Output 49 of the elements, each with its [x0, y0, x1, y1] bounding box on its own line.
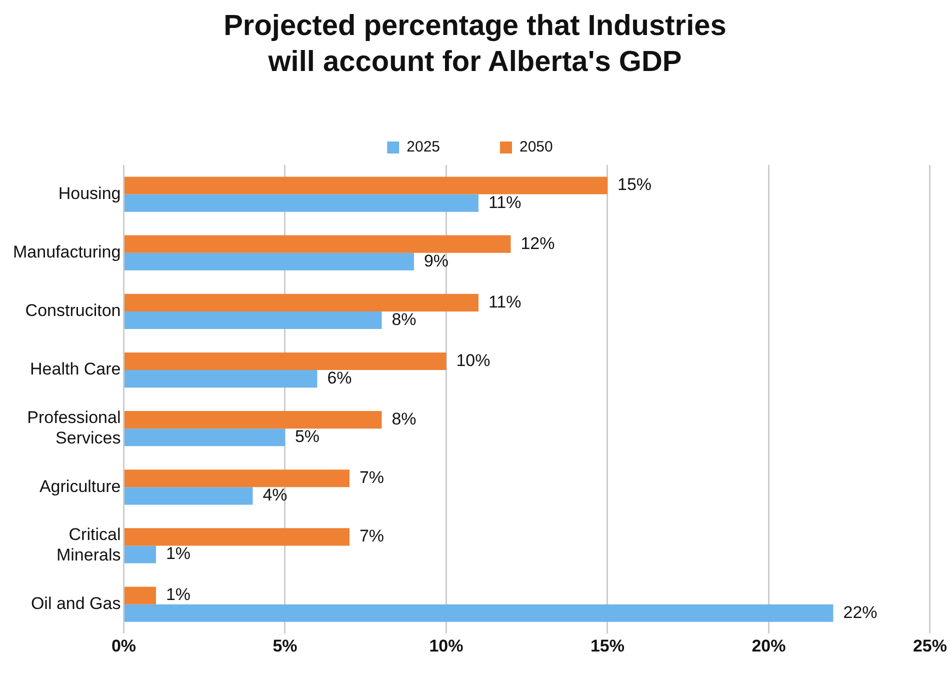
data-label: 1% — [166, 585, 191, 604]
data-label: 7% — [359, 526, 384, 546]
bar — [124, 428, 285, 446]
data-label: 11% — [488, 292, 522, 312]
bar — [124, 235, 511, 253]
x-tick-label: 5% — [272, 636, 298, 656]
y-tick-label: Health Care — [30, 360, 121, 379]
bar — [124, 411, 382, 429]
bar — [124, 604, 834, 622]
data-label: 8% — [392, 310, 416, 329]
chart-title: Projected percentage that Industries will account for Alberta's GDP — [222, 9, 728, 80]
data-label: 6% — [327, 368, 352, 388]
data-label: 9% — [424, 251, 449, 270]
data-label: 8% — [392, 409, 416, 428]
y-tick-label: Housing — [58, 184, 121, 203]
x-tick-label: 15% — [590, 636, 624, 656]
data-label: 10% — [456, 350, 490, 370]
legend-label: 2025 — [406, 138, 440, 156]
x-tick-label: 20% — [752, 636, 786, 656]
y-tick-label: Oil and Gas — [30, 594, 121, 613]
bar — [124, 194, 478, 212]
y-tick-label: Construciton — [25, 301, 121, 320]
bar — [124, 352, 446, 370]
data-label: 5% — [294, 427, 320, 446]
y-tick-label: Professional Services — [27, 408, 121, 448]
data-label: 1% — [166, 544, 191, 564]
data-label: 22% — [843, 602, 878, 622]
bar — [124, 311, 382, 330]
data-label: 7% — [359, 468, 384, 488]
bar — [124, 528, 350, 546]
bar — [124, 546, 156, 564]
bar — [124, 586, 156, 604]
data-label: 15% — [617, 175, 652, 194]
bar — [124, 487, 253, 505]
y-tick-label: Agriculture — [39, 476, 121, 496]
bar — [124, 294, 478, 312]
x-tick-label: 0% — [111, 636, 136, 656]
data-label: 12% — [520, 234, 555, 253]
data-label: 4% — [262, 486, 288, 505]
bar — [124, 252, 414, 270]
bar — [124, 470, 350, 488]
y-tick-label: Critical Minerals — [56, 525, 121, 565]
legend-label: 2050 — [520, 138, 553, 156]
x-tick-label: 25% — [912, 636, 948, 656]
bar — [124, 176, 608, 194]
x-tick-label: 10% — [429, 636, 464, 656]
data-label: 11% — [488, 192, 522, 212]
y-tick-label: Manufacturing — [12, 242, 121, 262]
bar — [124, 370, 318, 388]
